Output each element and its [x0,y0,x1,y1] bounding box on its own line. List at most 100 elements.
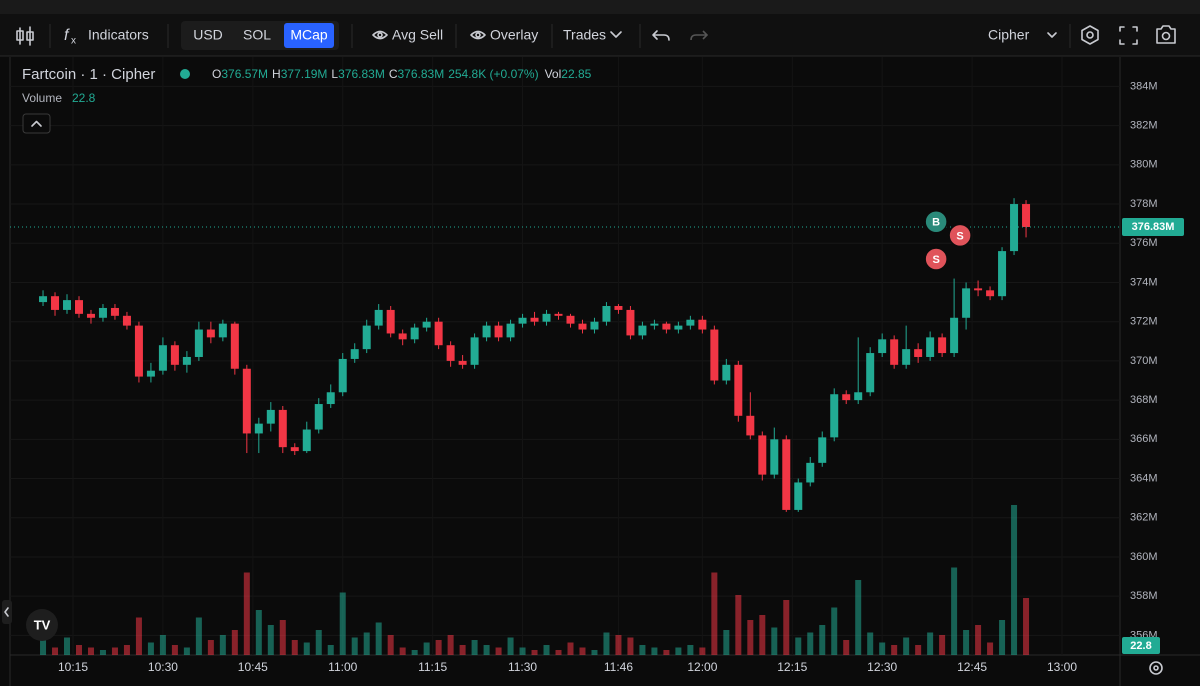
candle-body [122,315,131,326]
y-tick-label: 384M [1130,80,1158,92]
screenshot-icon[interactable] [1156,25,1176,44]
collapse-chevron[interactable] [31,120,42,127]
tradingview-logo[interactable] [26,609,58,641]
candle-body [674,325,683,330]
volume-bar [567,642,574,655]
overlay-eye[interactable] [470,30,486,40]
x-tick-label: 11:00 [328,660,357,674]
volume-bar [579,647,586,655]
x-tick-label: 12:45 [957,660,987,674]
volume-bar [123,645,130,655]
candle-body [842,394,851,401]
volume-bar [351,637,358,655]
candle-body [350,349,359,359]
legend-key: C [389,67,398,81]
candle-body [266,409,275,424]
volume-bar [999,620,1006,655]
trade-marker-label[interactable]: S [932,254,939,266]
volume-bar [891,645,898,655]
candle-body [170,345,179,365]
candle-body [218,323,227,338]
candle-body [614,306,623,310]
candle-body [302,429,311,452]
candle-body [398,333,407,340]
settings-icon[interactable] [1081,25,1099,45]
chart-type-icon[interactable] [16,26,34,46]
volume-bar [423,642,430,655]
trade-marker[interactable] [924,247,948,271]
currency-button[interactable]: MCap [290,27,328,43]
candle-body [410,327,419,340]
axis-settings-icon[interactable] [1149,661,1163,675]
candle-body [1010,204,1019,252]
scroll-left-tab[interactable] [2,600,12,624]
x-tick-label: 12:15 [777,660,807,674]
volume-bar [675,647,682,655]
candle-body [938,337,947,354]
legend-vol-key: Vol [545,67,562,81]
candle-body [74,300,83,314]
trade-marker[interactable] [924,209,948,234]
trade-marker[interactable] [948,223,972,248]
candle-body [254,423,263,434]
candle-body [662,323,671,330]
trades-button[interactable]: Trades [563,27,606,43]
volume-bar [615,635,622,655]
y-tick-label: 360M [1130,551,1158,563]
currency-button[interactable]: USD [193,27,223,43]
scroll-left-arrow[interactable] [4,607,9,617]
indicators-button[interactable]: Indicators [88,27,149,43]
volume-bar [387,635,394,655]
avg-sell-eye[interactable] [372,30,388,40]
avg-sell-button[interactable]: Avg Sell [392,27,443,43]
candle-body [518,317,527,324]
volume-bar [651,647,658,655]
trades-chevron[interactable] [610,31,622,38]
candle-body [158,345,167,371]
volume-bar [831,607,838,655]
candle-body [63,300,72,310]
volume-bar [315,630,322,655]
y-tick-label: 370M [1130,355,1158,367]
candle-body [98,307,107,318]
candle-body [230,323,239,369]
candle-body [998,251,1007,297]
legend-key: H [272,67,281,81]
fullscreen-icon[interactable] [1119,26,1138,45]
candle-body [422,321,431,328]
volume-bar [135,617,142,655]
source-chevron[interactable] [1047,32,1057,38]
settings-icon-dot[interactable] [1086,31,1094,39]
undo-icon[interactable] [652,30,670,41]
collapse-button[interactable] [22,113,51,134]
volume-bar [171,645,178,655]
screenshot-icon-lens[interactable] [1161,31,1171,41]
candle-body [1022,204,1031,227]
candle-body [962,288,971,318]
candle-body [722,364,731,381]
candle-body [134,325,143,377]
volume-bar [111,647,118,655]
candle-body [794,482,803,510]
tradingview-logo-mark[interactable]: TV [34,617,51,632]
volume-bar [447,635,454,655]
fx-icon-x[interactable]: x [71,36,76,47]
candle-body [278,409,287,448]
last-price-tag [1122,217,1184,236]
axis-settings-icon-dot[interactable] [1153,665,1159,671]
source-select[interactable]: Cipher [988,27,1030,43]
fx-icon[interactable]: f [64,27,70,44]
candle-body [602,306,611,322]
volume-bar [87,647,94,655]
candle-body [362,325,371,350]
y-tick-label: 368M [1130,394,1158,406]
overlay-button[interactable]: Overlay [490,27,538,43]
trade-marker-label[interactable]: B [932,217,940,229]
x-tick-label: 11:30 [508,660,537,674]
volume-bar [699,647,706,655]
volume-bar [591,650,598,655]
volume-bar [64,637,71,655]
currency-button[interactable]: SOL [243,27,271,43]
trade-marker-label[interactable]: S [956,230,963,242]
